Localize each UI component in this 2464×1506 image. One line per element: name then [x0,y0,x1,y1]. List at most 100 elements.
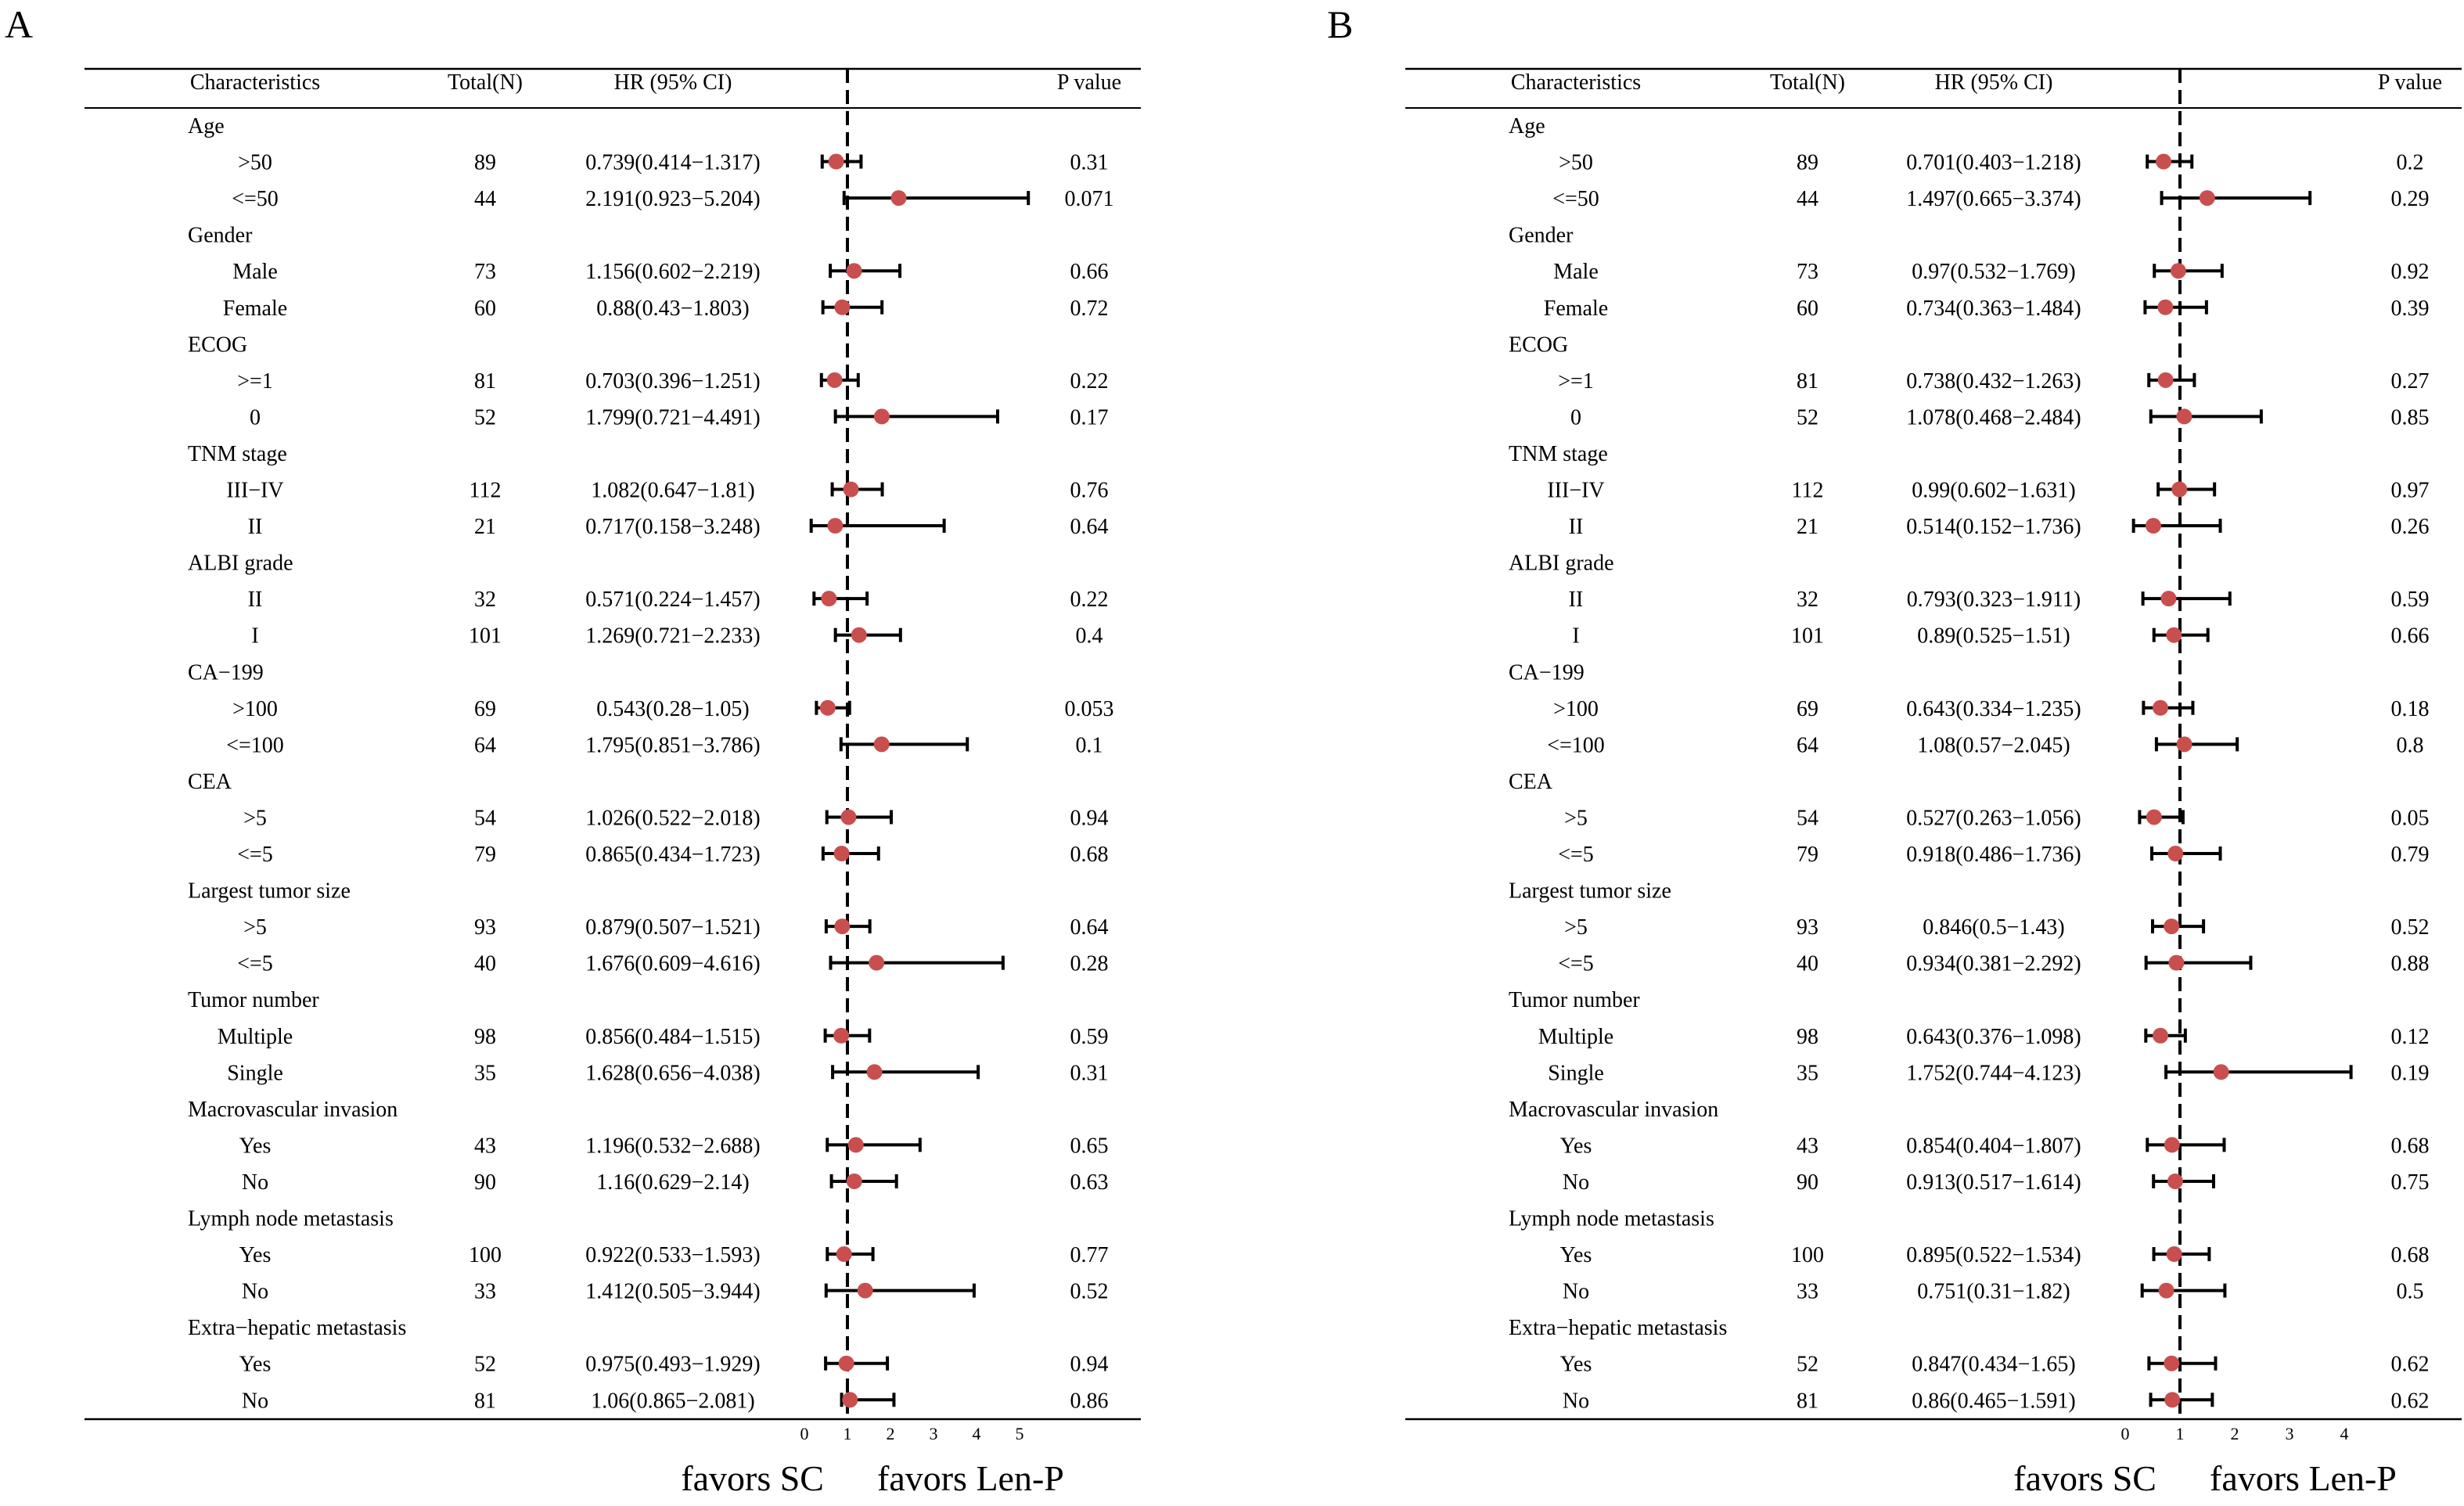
x-tick-label: 4 [2340,1424,2349,1443]
x-tick-label: 1 [844,1424,852,1443]
subgroup-label: <=5 [237,952,273,976]
hr-ci-value: 1.156(0.602−2.219) [585,260,760,284]
col-header-total: Total(N) [448,70,523,95]
total-n-value: 93 [474,915,496,940]
group-header: Age [1509,114,1545,138]
total-n-value: 52 [1797,1353,1818,1377]
hr-ci-value: 1.082(0.647−1.81) [591,479,754,503]
hr-point [890,190,907,207]
hr-point [846,263,862,279]
hr-point [2145,518,2161,534]
hr-point [2176,408,2192,425]
hr-point [2164,918,2180,935]
subgroup-label: III−IV [226,479,283,503]
x-tick-label: 5 [1016,1424,1024,1443]
col-header-characteristics: Characteristics [190,70,320,95]
hr-point [857,1282,873,1299]
subgroup-label: I [251,624,258,649]
total-n-value: 33 [1797,1280,1818,1304]
hr-point [2167,1173,2183,1189]
hr-ci-value: 0.856(0.484−1.515) [585,1025,760,1049]
total-n-value: 40 [1797,952,1818,976]
x-tick-label: 2 [2231,1424,2239,1443]
subgroup-label: 0 [250,405,261,430]
group-header: TNM stage [188,442,287,466]
forest-panel-a: A Characteristics Total(N) HR (95% CI) P val… [5,2,1141,1498]
subgroup-label: <=5 [1558,952,1594,976]
hr-ci-value: 0.514(0.152−1.736) [1906,515,2081,539]
x-tick-label: 3 [930,1424,938,1443]
subgroup-label: <=100 [1547,733,1605,757]
total-n-value: 73 [1797,260,1818,284]
hr-point [834,299,851,315]
hr-ci-value: 0.99(0.602−1.631) [1912,479,2075,503]
hr-ci-value: 1.026(0.522−2.018) [585,806,760,830]
hr-ci-value: 0.934(0.381−2.292) [1906,952,2081,976]
total-n-value: 100 [1791,1243,1824,1267]
subgroup-label: Yes [239,1134,272,1158]
total-n-value: 21 [1797,515,1818,539]
group-header: ECOG [188,332,247,357]
group-header: Extra−hepatic metastasis [188,1316,406,1340]
p-value: 0.63 [1070,1170,1109,1195]
p-value: 0.85 [2391,405,2430,430]
subgroup-label: No [242,1389,268,1413]
total-n-value: 52 [474,1353,496,1377]
p-value: 0.5 [2397,1280,2424,1304]
p-value: 0.31 [1070,1061,1109,1085]
p-value: 0.26 [2391,515,2430,539]
p-value: 0.18 [2391,697,2430,721]
p-value: 0.39 [2391,297,2430,321]
subgroup-label: >=1 [1558,369,1594,394]
p-value: 0.68 [2391,1243,2430,1267]
col-header-hr: HR (95% CI) [1935,70,2053,95]
subgroup-label: >=1 [237,369,273,394]
total-n-value: 93 [1797,915,1818,940]
total-n-value: 81 [1797,1389,1818,1413]
hr-point [827,518,844,534]
group-header: Macrovascular invasion [1509,1098,1718,1122]
subgroup-label: Female [1544,297,1608,321]
subgroup-label: 0 [1570,405,1581,430]
hr-point [873,408,890,425]
total-n-value: 79 [1797,843,1818,867]
subgroup-label: Yes [1560,1243,1592,1267]
panel-label: A [5,2,33,46]
group-header: Largest tumor size [1509,879,1671,904]
p-value: 0.88 [2391,952,2430,976]
x-tick-label: 3 [2286,1424,2294,1443]
hr-point [2158,1282,2174,1299]
group-header: Gender [188,224,253,248]
hr-ci-value: 0.922(0.533−1.593) [585,1243,760,1267]
p-value: 0.28 [1070,952,1109,976]
col-header-p-value: P value [1057,70,1121,95]
p-value: 0.68 [2391,1134,2430,1158]
p-value: 0.1 [1076,733,1103,757]
hr-ci-value: 1.795(0.851−3.786) [585,733,760,757]
hr-point [2160,591,2177,607]
total-n-value: 69 [1797,697,1818,721]
hr-point [847,1137,864,1153]
hr-point [834,918,851,935]
subgroup-label: II [1569,588,1584,612]
p-value: 0.64 [1070,915,1109,940]
total-n-value: 43 [1797,1134,1818,1158]
p-value: 0.4 [1076,624,1103,649]
total-n-value: 33 [474,1280,496,1304]
favors-left-label: favors SC [681,1458,824,1498]
hr-ci-value: 0.89(0.525−1.51) [1917,624,2070,649]
subgroup-label: Yes [1560,1134,1592,1158]
group-header: ALBI grade [188,552,293,576]
hr-ci-value: 0.854(0.404−1.807) [1906,1134,2081,1158]
hr-ci-value: 0.643(0.376−1.098) [1906,1025,2081,1049]
total-n-value: 44 [474,187,496,211]
hr-point [866,1064,883,1080]
subgroup-label: >100 [1553,697,1599,721]
hr-ci-value: 0.847(0.434−1.65) [1912,1353,2075,1377]
hr-point [2168,954,2185,971]
group-header: CEA [188,770,232,794]
x-tick-label: 2 [887,1424,895,1443]
favors-right-label: favors Len-P [2210,1458,2397,1498]
col-header-p-value: P value [2378,70,2442,95]
